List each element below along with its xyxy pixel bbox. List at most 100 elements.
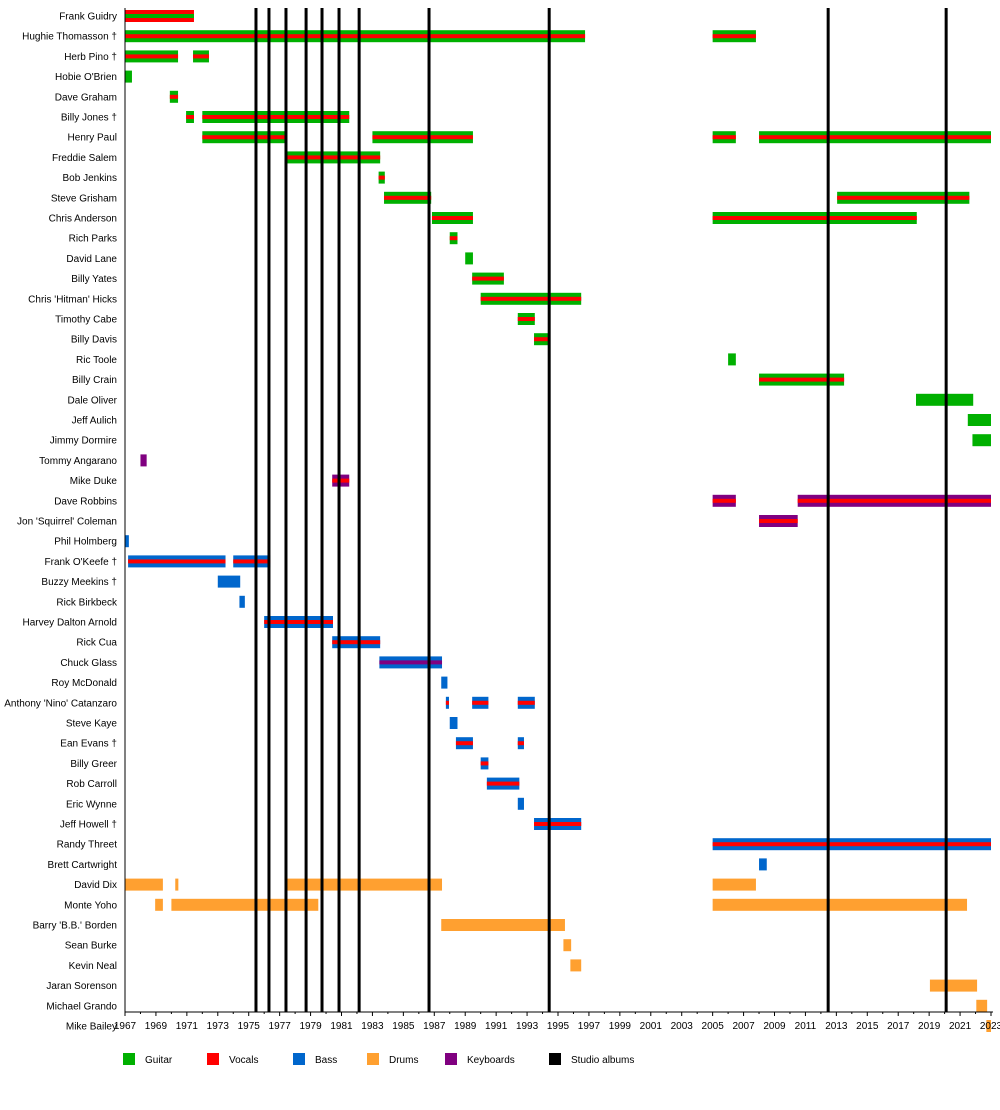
member-bar xyxy=(140,454,147,467)
member-name-label: Tommy Angarano xyxy=(39,456,117,467)
legend-label: Studio albums xyxy=(571,1055,634,1066)
member-bar-secondary-role xyxy=(379,660,443,665)
member-bar-secondary-role xyxy=(264,620,333,624)
member-name-label: Ric Toole xyxy=(76,355,117,366)
member-bar xyxy=(441,676,448,689)
x-tick-label: 1999 xyxy=(609,1021,632,1032)
member-bar-secondary-role xyxy=(712,842,991,847)
member-name-label: Bob Jenkins xyxy=(63,173,117,184)
member-bar xyxy=(441,919,565,931)
member-bar-secondary-role xyxy=(285,155,381,160)
member-bar xyxy=(125,878,163,891)
member-name-label: Billy Crain xyxy=(72,375,117,386)
x-tick-label: 1993 xyxy=(516,1021,539,1032)
x-tick-label: 2013 xyxy=(825,1021,848,1032)
member-bar xyxy=(125,70,132,83)
member-bar xyxy=(563,939,572,952)
member-bar-secondary-role xyxy=(472,700,489,705)
member-bar-secondary-role xyxy=(128,559,226,564)
member-bar-secondary-role xyxy=(472,276,504,281)
x-tick-label: 2021 xyxy=(949,1021,972,1032)
x-tick-label: 1973 xyxy=(207,1021,230,1032)
member-bar xyxy=(517,797,524,810)
member-bar-secondary-role xyxy=(480,761,489,766)
member-bar-secondary-role xyxy=(384,195,432,200)
member-name-label: David Lane xyxy=(66,254,117,265)
member-bar xyxy=(171,898,319,911)
member-name-label: Chris Anderson xyxy=(49,214,117,225)
member-bar-secondary-role xyxy=(202,135,286,140)
member-name-label: Herb Pino † xyxy=(64,52,117,63)
member-name-label: Jon 'Squirrel' Coleman xyxy=(17,517,117,528)
member-name-label: Billy Yates xyxy=(71,274,117,285)
x-tick-label: 2017 xyxy=(887,1021,910,1032)
member-bar xyxy=(125,535,129,548)
legend-swatch-studio-albums xyxy=(549,1053,561,1065)
member-name-label: Anthony 'Nino' Catanzaro xyxy=(4,698,117,709)
member-bar xyxy=(449,717,458,729)
member-bar xyxy=(967,414,991,426)
member-name-label: Dave Graham xyxy=(55,92,117,103)
legend-label: Drums xyxy=(389,1055,418,1066)
member-bar-secondary-role xyxy=(125,34,586,39)
member-name-label: Mike Bailey xyxy=(66,1022,117,1033)
member-name-label: Steve Kaye xyxy=(66,719,118,730)
x-tick-label: 2007 xyxy=(732,1021,755,1032)
member-bar xyxy=(728,353,736,366)
member-bar-secondary-role xyxy=(445,700,449,705)
member-name-label: Dale Oliver xyxy=(68,395,118,406)
x-tick-label: 2015 xyxy=(856,1021,879,1032)
member-name-label: Hobie O'Brien xyxy=(55,72,117,83)
member-bar-secondary-role xyxy=(517,317,535,321)
x-tick-label: 1985 xyxy=(392,1021,415,1032)
member-name-label: Sean Burke xyxy=(65,941,118,952)
x-tick-label: 2001 xyxy=(640,1021,663,1032)
x-tick-label: 1989 xyxy=(454,1021,477,1032)
member-name-label: Phil Holmberg xyxy=(54,537,117,548)
member-name-label: Steve Grisham xyxy=(51,193,117,204)
member-name-label: Chris 'Hitman' Hicks xyxy=(28,294,117,305)
member-name-label: Roy McDonald xyxy=(51,678,117,689)
member-bar-secondary-role xyxy=(378,175,385,180)
legend-swatch-guitar xyxy=(123,1053,135,1065)
legend-swatch-drums xyxy=(367,1053,379,1065)
member-bar-secondary-role xyxy=(431,216,473,220)
member-bar-secondary-role xyxy=(455,741,473,746)
x-tick-label: 2019 xyxy=(918,1021,941,1032)
x-tick-label: 2023 xyxy=(980,1021,1000,1032)
member-bar-secondary-role xyxy=(125,14,194,18)
legend-label: Guitar xyxy=(145,1055,173,1066)
x-tick-label: 1983 xyxy=(361,1021,384,1032)
member-name-label: Jeff Aulich xyxy=(72,416,117,427)
member-name-label: Henry Paul xyxy=(68,133,117,144)
member-name-label: Jeff Howell † xyxy=(60,820,117,831)
member-bar-secondary-role xyxy=(186,115,194,119)
member-bar xyxy=(712,878,756,891)
member-name-label: Dave Robbins xyxy=(54,496,117,507)
x-tick-label: 1987 xyxy=(423,1021,446,1032)
member-bar-secondary-role xyxy=(193,54,209,59)
member-name-label: Harvey Dalton Arnold xyxy=(23,618,118,629)
member-name-label: Mike Duke xyxy=(70,476,118,487)
member-bar-secondary-role xyxy=(712,498,736,503)
member-bar-secondary-role xyxy=(372,135,473,140)
legend-swatch-bass xyxy=(293,1053,305,1065)
x-tick-label: 1995 xyxy=(547,1021,570,1032)
member-bar-secondary-role xyxy=(332,640,381,645)
member-name-label: Jaran Sorenson xyxy=(46,981,117,992)
member-name-label: Eric Wynne xyxy=(66,799,117,810)
member-name-label: Rob Carroll xyxy=(66,779,117,790)
member-bar xyxy=(976,999,988,1012)
member-bar xyxy=(915,393,974,406)
member-bar xyxy=(929,979,978,992)
member-name-label: Rick Cua xyxy=(76,638,117,649)
member-name-label: Timothy Cabe xyxy=(55,315,117,326)
member-bar xyxy=(285,878,443,891)
legend-label: Bass xyxy=(315,1055,337,1066)
member-name-label: Hughie Thomasson † xyxy=(22,32,117,43)
member-bar-secondary-role xyxy=(534,337,551,342)
member-name-label: Brett Cartwright xyxy=(48,860,118,871)
x-tick-label: 1981 xyxy=(330,1021,353,1032)
member-name-label: Frank Guidry xyxy=(59,12,117,23)
member-bar xyxy=(986,1020,991,1032)
